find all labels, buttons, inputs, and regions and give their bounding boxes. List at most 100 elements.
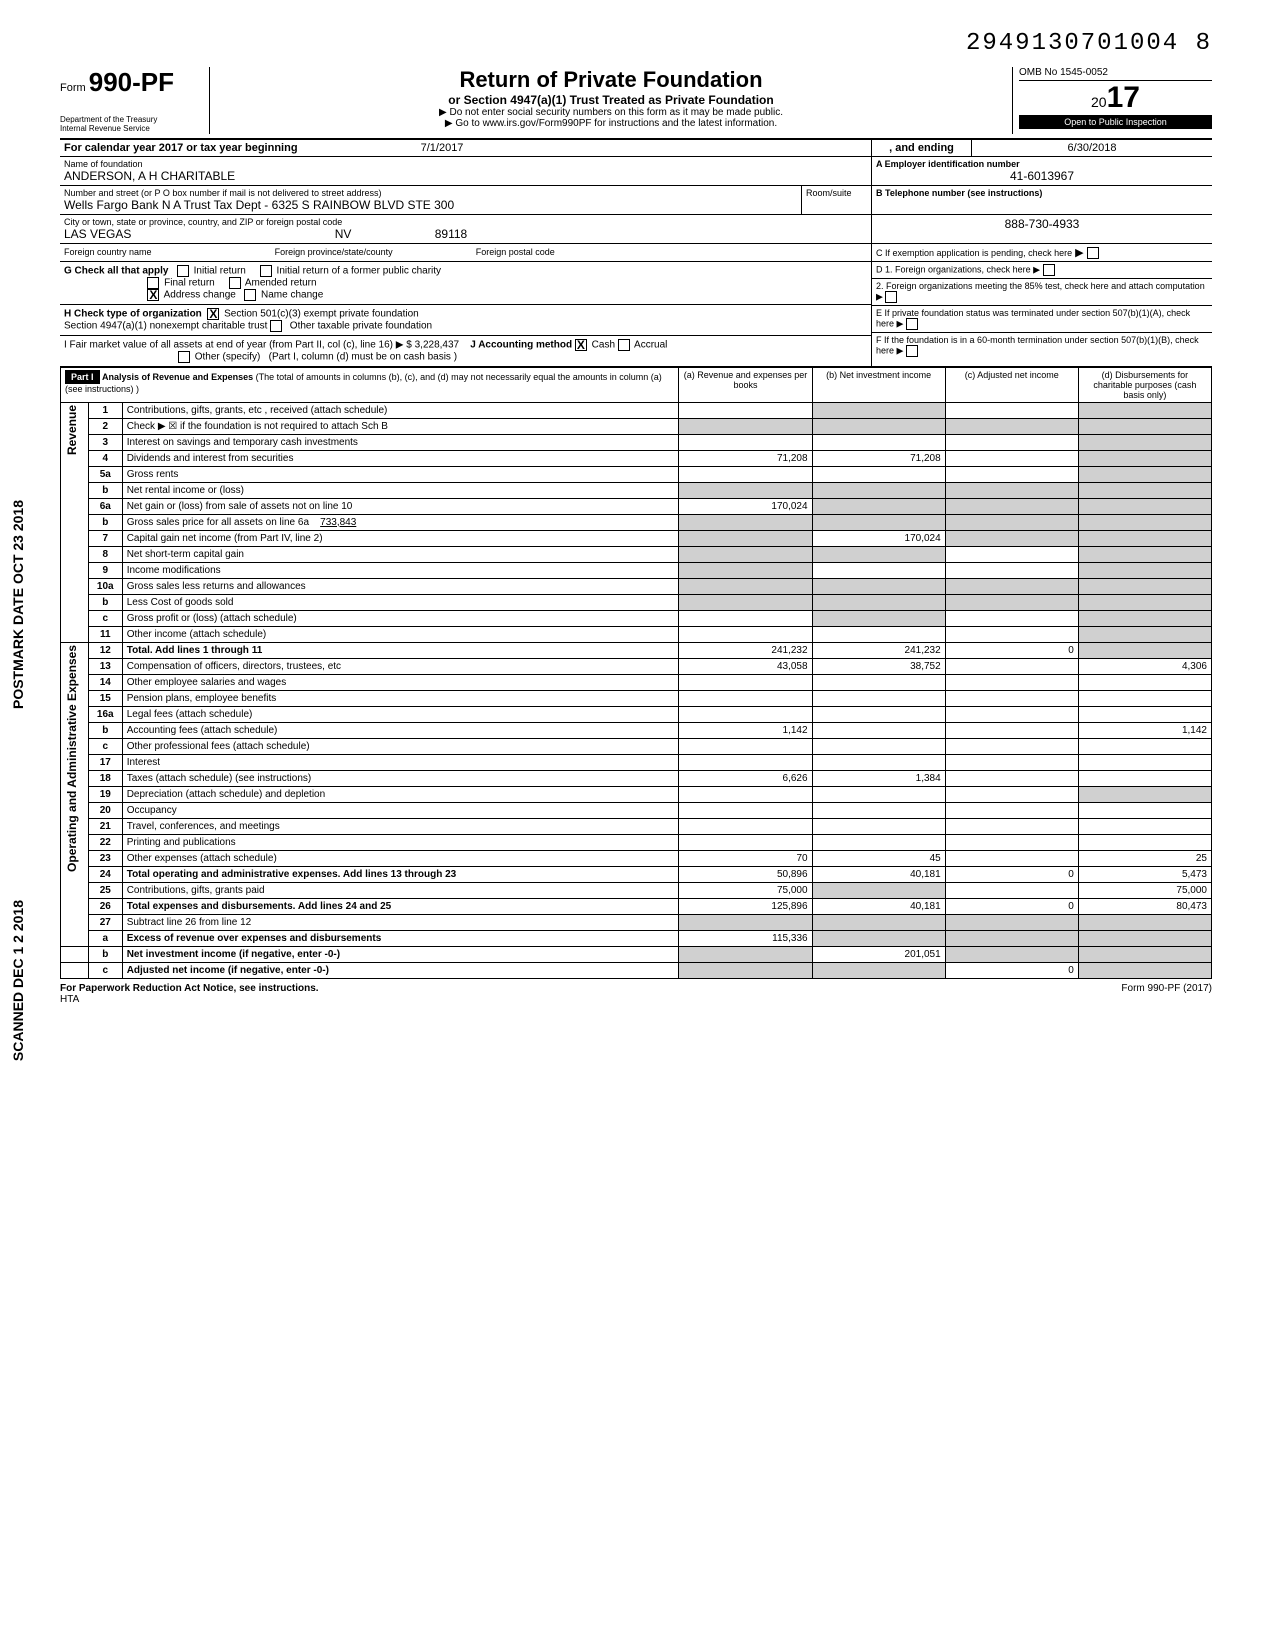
- end-date: 6/30/2018: [972, 140, 1212, 156]
- line-12-a: 241,232: [679, 642, 812, 658]
- line-7-desc: Capital gain net income (from Part IV, l…: [122, 530, 679, 546]
- line-25-a: 75,000: [679, 882, 812, 898]
- col-d-header: (d) Disbursements for charitable purpose…: [1078, 367, 1211, 402]
- zip-value: 89118: [435, 227, 467, 241]
- document-id-number: 2949130701004 8: [60, 30, 1212, 57]
- line-18-b: 1,384: [812, 770, 945, 786]
- line-16c-desc: Other professional fees (attach schedule…: [122, 738, 679, 754]
- line-4-b: 71,208: [812, 450, 945, 466]
- line-27a-a: 115,336: [679, 930, 812, 946]
- name-label: Name of foundation: [64, 159, 867, 169]
- footer-hta: HTA: [60, 994, 79, 1005]
- line-27-desc: Subtract line 26 from line 12: [122, 914, 679, 930]
- line-26-b: 40,181: [812, 898, 945, 914]
- state-value: NV: [335, 227, 352, 241]
- g-initial-former-checkbox[interactable]: [260, 265, 272, 277]
- j-note: (Part I, column (d) must be on cash basi…: [269, 351, 457, 362]
- line-23-b: 45: [812, 850, 945, 866]
- g-initial-label: Initial return: [194, 265, 246, 276]
- city-label: City or town, state or province, country…: [64, 217, 867, 227]
- line-19-desc: Depreciation (attach schedule) and deple…: [122, 786, 679, 802]
- ein-label: A Employer identification number: [876, 159, 1020, 169]
- line-25-d: 75,000: [1078, 882, 1211, 898]
- line-15-desc: Pension plans, employee benefits: [122, 690, 679, 706]
- d1-checkbox[interactable]: [1043, 264, 1055, 276]
- line-6b-desc: Gross sales price for all assets on line…: [127, 517, 309, 528]
- line-23-a: 70: [679, 850, 812, 866]
- g-amended-checkbox[interactable]: [229, 277, 241, 289]
- d2-checkbox[interactable]: [885, 291, 897, 303]
- line-16b-a: 1,142: [679, 722, 812, 738]
- line-27b-b: 201,051: [812, 946, 945, 962]
- h-label: H Check type of organization: [64, 308, 202, 319]
- line-27c-desc: Adjusted net income (if negative, enter …: [127, 965, 329, 976]
- line-13-a: 43,058: [679, 658, 812, 674]
- line-24-c: 0: [945, 866, 1078, 882]
- line-10a-desc: Gross sales less returns and allowances: [122, 578, 679, 594]
- line-5b-desc: Net rental income or (loss): [122, 482, 679, 498]
- form-title: Return of Private Foundation: [218, 67, 1004, 93]
- tax-year: 17: [1107, 81, 1140, 114]
- line-6a-a: 170,024: [679, 498, 812, 514]
- f-label: F If the foundation is in a 60-month ter…: [876, 335, 1199, 355]
- i-value: 3,228,437: [415, 339, 460, 350]
- g-final-label: Final return: [164, 277, 215, 288]
- col-b-header: (b) Net investment income: [812, 367, 945, 402]
- part1-title: Analysis of Revenue and Expenses: [102, 372, 253, 382]
- line-26-desc: Total expenses and disbursements. Add li…: [127, 901, 392, 912]
- line-21-desc: Travel, conferences, and meetings: [122, 818, 679, 834]
- h-501c3-checkbox[interactable]: [207, 308, 219, 320]
- g-initial-checkbox[interactable]: [177, 265, 189, 277]
- foreign-country-label: Foreign country name: [64, 247, 152, 257]
- line-6a-desc: Net gain or (loss) from sale of assets n…: [122, 498, 679, 514]
- g-addr-change-checkbox[interactable]: [147, 289, 159, 301]
- line-23-d: 25: [1078, 850, 1211, 866]
- line-22-desc: Printing and publications: [122, 834, 679, 850]
- col-c-header: (c) Adjusted net income: [945, 367, 1078, 402]
- line-27c-c: 0: [945, 962, 1078, 978]
- line-14-desc: Other employee salaries and wages: [122, 674, 679, 690]
- warning-ssn: Do not enter social security numbers on …: [449, 107, 782, 118]
- revenue-side-label: Revenue: [65, 405, 79, 455]
- h-4947-checkbox[interactable]: [270, 320, 282, 332]
- line-4-desc: Dividends and interest from securities: [122, 450, 679, 466]
- line-1-desc: Contributions, gifts, grants, etc , rece…: [122, 402, 679, 418]
- line-16a-desc: Legal fees (attach schedule): [122, 706, 679, 722]
- phone-label: B Telephone number (see instructions): [876, 188, 1042, 198]
- line-24-d: 5,473: [1078, 866, 1211, 882]
- form-header: Form 990-PF Department of the Treasury I…: [60, 67, 1212, 140]
- j-cash-checkbox[interactable]: [575, 339, 587, 351]
- line-5a-desc: Gross rents: [122, 466, 679, 482]
- line-7-b: 170,024: [812, 530, 945, 546]
- room-suite-label: Room/suite: [806, 188, 867, 198]
- c-checkbox[interactable]: [1087, 247, 1099, 259]
- g-label: G Check all that apply: [64, 265, 168, 276]
- line-20-desc: Occupancy: [122, 802, 679, 818]
- footer-paperwork: For Paperwork Reduction Act Notice, see …: [60, 983, 319, 994]
- form-subtitle: or Section 4947(a)(1) Trust Treated as P…: [218, 93, 1004, 107]
- address-label: Number and street (or P O box number if …: [64, 188, 797, 198]
- g-name-change-checkbox[interactable]: [244, 289, 256, 301]
- line-10c-desc: Gross profit or (loss) (attach schedule): [122, 610, 679, 626]
- year-prefix: 20: [1091, 94, 1107, 110]
- j-label: J Accounting method: [470, 339, 572, 350]
- e-checkbox[interactable]: [906, 318, 918, 330]
- line-8-desc: Net short-term capital gain: [122, 546, 679, 562]
- foreign-prov-label: Foreign province/state/county: [275, 247, 393, 257]
- j-cash-label: Cash: [592, 339, 615, 350]
- h-other-label: Other taxable private foundation: [290, 320, 432, 331]
- scanned-stamp: SCANNED DEC 1 2 2018: [10, 900, 26, 1061]
- omb-number: OMB No 1545-0052: [1019, 67, 1212, 81]
- f-checkbox[interactable]: [906, 345, 918, 357]
- line-11-desc: Other income (attach schedule): [122, 626, 679, 642]
- line-13-desc: Compensation of officers, directors, tru…: [122, 658, 679, 674]
- expenses-side-label: Operating and Administrative Expenses: [65, 645, 79, 872]
- footer-form-ref: Form 990-PF (2017): [1121, 983, 1212, 1005]
- j-other-checkbox[interactable]: [178, 351, 190, 363]
- j-accrual-checkbox[interactable]: [618, 339, 630, 351]
- line-16b-d: 1,142: [1078, 722, 1211, 738]
- j-other-label: Other (specify): [195, 351, 261, 362]
- line-27a-desc: Excess of revenue over expenses and disb…: [127, 933, 382, 944]
- line-24-a: 50,896: [679, 866, 812, 882]
- and-ending-label: , and ending: [889, 142, 954, 154]
